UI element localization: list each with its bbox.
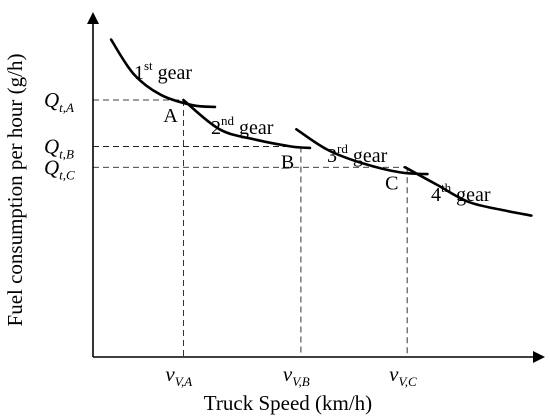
gear-curve-2 [182,98,312,150]
gear-curve-4 [403,165,533,217]
y-axis-label: Fuel consumption per hour (g/h) [3,54,27,327]
point-label-B: B [281,152,294,174]
gear-label-2: 2nd gear [211,113,274,139]
point-label-A: A [163,105,178,127]
x-axis-label: Truck Speed (km/h) [204,391,372,415]
gear-curves [109,38,533,217]
guide-lines [93,99,408,357]
gear-label-3: 3rd gear [327,141,388,167]
x-tick-C: vV,C [389,362,417,389]
y-tick-A: Qt,A [44,88,74,115]
point-label-C: C [385,172,398,194]
x-tick-B: vV,B [283,362,310,389]
x-tick-A: vV,A [165,362,192,389]
gear-label-1: 1st gear [134,58,192,84]
gear-label-4: 4th gear [431,180,491,206]
gear-curve-3 [295,128,429,176]
gear-curve-1 [109,38,217,109]
